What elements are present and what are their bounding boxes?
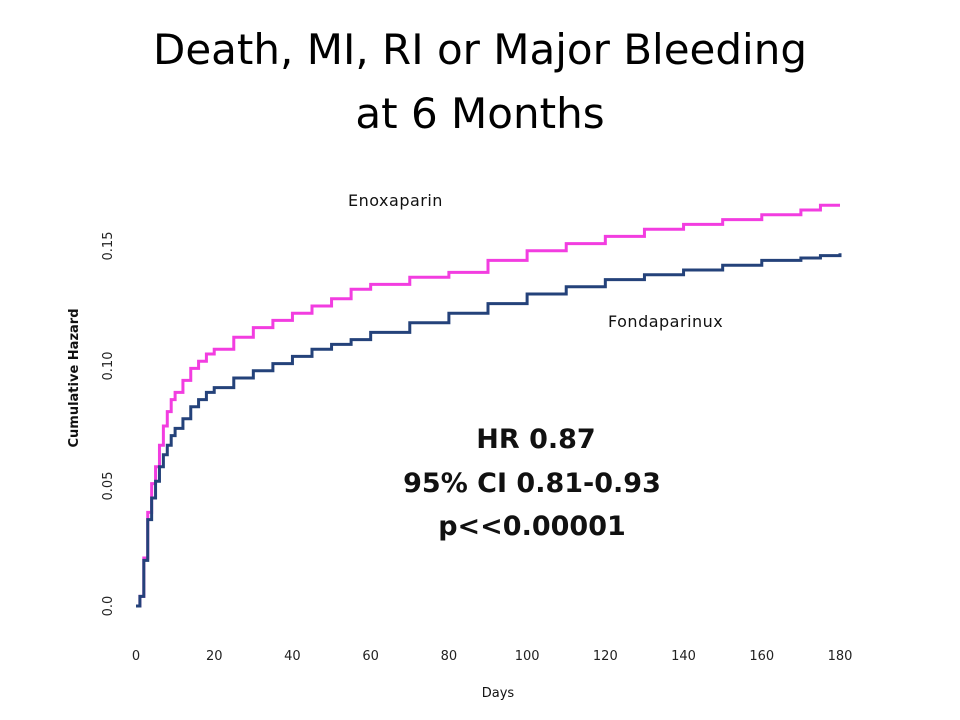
series-label-fondaparinux: Fondaparinux (608, 312, 723, 331)
chart-title-line-1: Death, MI, RI or Major Bleeding (153, 25, 807, 74)
y-tick-label: 0.0 (101, 596, 116, 617)
series-line-fondaparinux (136, 253, 842, 608)
y-tick-label: 0.10 (101, 352, 116, 381)
x-tick-label: 100 (515, 649, 540, 664)
x-tick-label: 20 (206, 649, 223, 664)
chart-title-line-2: at 6 Months (355, 89, 605, 138)
x-tick-label: 120 (593, 649, 618, 664)
x-tick-label: 180 (828, 649, 853, 664)
x-tick-label: 0 (132, 649, 140, 664)
x-tick-label: 80 (441, 649, 458, 664)
x-tick-label: 140 (671, 649, 696, 664)
y-tick-label: 0.05 (101, 472, 116, 501)
series-label-enoxaparin: Enoxaparin (348, 191, 443, 210)
x-axis-ticks: 0 20 40 60 80 100 120 140 160 180 (132, 649, 853, 664)
x-tick-label: 60 (362, 649, 379, 664)
y-tick-label: 0.15 (101, 232, 116, 261)
series-line-enoxaparin (136, 203, 840, 608)
x-tick-label: 160 (749, 649, 774, 664)
confidence-interval-text: 95% CI 0.81-0.93 (403, 468, 661, 499)
x-axis-title: Days (482, 686, 515, 701)
hazard-ratio-text: HR 0.87 (476, 424, 595, 455)
y-axis-ticks: 0.0 0.05 0.10 0.15 (101, 232, 116, 617)
y-axis-title: Cumulative Hazard (67, 308, 82, 447)
chart-title: Death, MI, RI or Major Bleeding at 6 Mon… (0, 18, 960, 146)
x-tick-label: 40 (284, 649, 301, 664)
series-curves (136, 203, 842, 608)
p-value-text: p<<0.00001 (438, 511, 626, 542)
